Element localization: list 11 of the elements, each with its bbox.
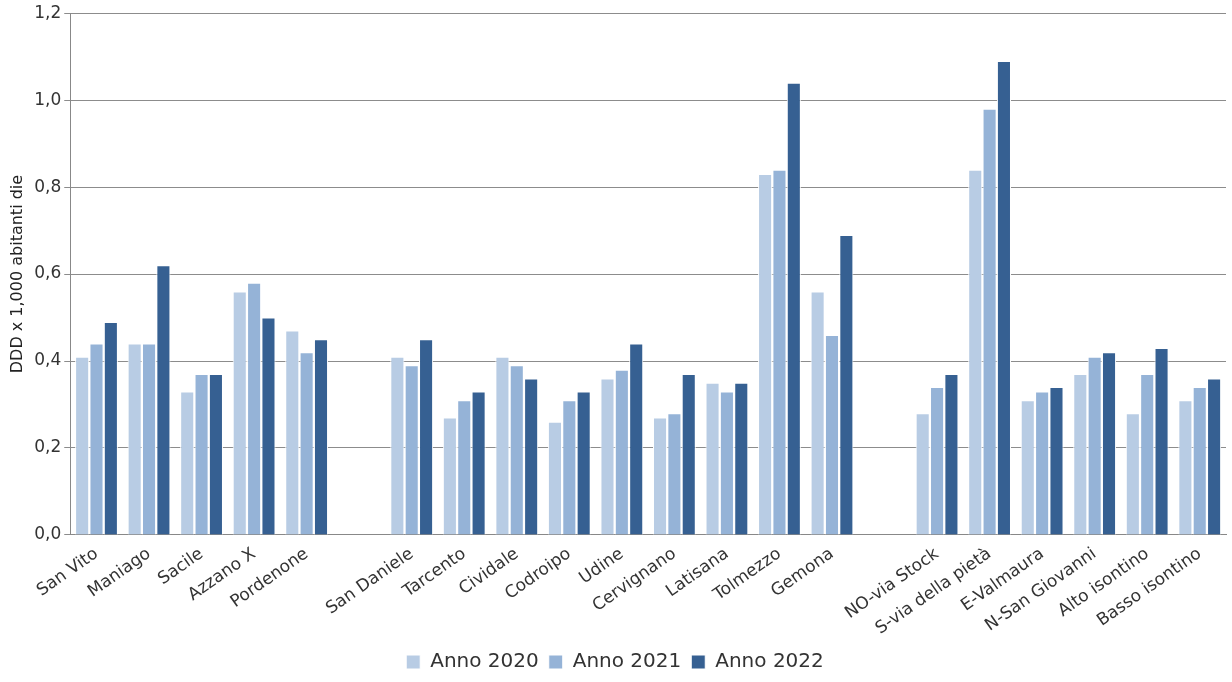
y-tick-label: 0,4	[34, 349, 62, 370]
y-tick-label: 0,0	[34, 523, 62, 544]
legend-label: Anno 2022	[715, 648, 824, 673]
y-tick-label: 0,6	[34, 262, 62, 283]
y-tick-label: 1,2	[34, 1, 62, 22]
legend-label: Anno 2020	[430, 648, 539, 673]
y-tick-label: 0,2	[34, 436, 62, 457]
y-axis-title: DDD x 1,000 abitanti die	[6, 174, 26, 374]
y-tick-label: 1,0	[34, 88, 62, 109]
legend-label: Anno 2021	[572, 648, 682, 673]
y-tick-label: 0,8	[34, 175, 62, 196]
